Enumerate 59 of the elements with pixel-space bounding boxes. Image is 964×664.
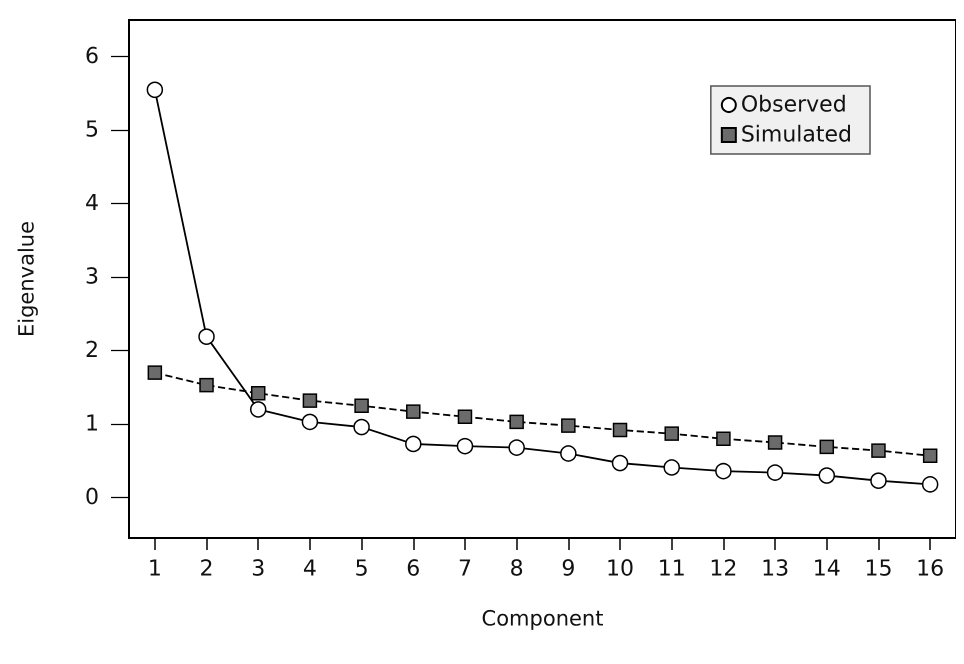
x-tick-label: 7 bbox=[458, 556, 472, 582]
x-tick-label: 4 bbox=[302, 556, 317, 582]
point bbox=[818, 467, 836, 484]
x-tick-label: 8 bbox=[510, 556, 524, 582]
point bbox=[405, 436, 422, 452]
point bbox=[146, 82, 164, 98]
point bbox=[820, 440, 834, 454]
point bbox=[456, 438, 474, 454]
legend-label: Observed bbox=[740, 92, 847, 118]
point bbox=[148, 365, 162, 380]
y-tick-label: 1 bbox=[85, 412, 99, 437]
x-axis-title: Component bbox=[482, 606, 604, 630]
point bbox=[664, 426, 679, 441]
point bbox=[458, 410, 472, 424]
point bbox=[922, 448, 938, 463]
point bbox=[199, 378, 214, 392]
point bbox=[353, 418, 370, 436]
point bbox=[508, 439, 525, 456]
x-tick-label: 5 bbox=[354, 556, 369, 582]
point bbox=[715, 462, 732, 480]
x-tick-label: 2 bbox=[200, 556, 214, 582]
y-tick-label: 4 bbox=[85, 191, 99, 216]
point bbox=[302, 393, 318, 408]
point bbox=[663, 459, 680, 476]
point bbox=[354, 398, 369, 413]
point bbox=[612, 422, 628, 438]
point bbox=[198, 328, 215, 345]
y-tick-label: 2 bbox=[85, 338, 99, 364]
y-tick-label: 6 bbox=[85, 44, 99, 70]
point bbox=[250, 386, 266, 401]
point bbox=[716, 432, 731, 446]
point bbox=[250, 401, 266, 418]
point bbox=[768, 435, 782, 450]
x-tick-label: 12 bbox=[709, 556, 738, 582]
point bbox=[870, 472, 887, 489]
y-tick-label: 0 bbox=[85, 485, 99, 510]
point bbox=[560, 445, 577, 462]
x-tick-label: 14 bbox=[812, 556, 841, 582]
x-tick-label: 3 bbox=[251, 556, 266, 582]
point bbox=[612, 454, 628, 472]
x-tick-label: 15 bbox=[864, 556, 892, 582]
point bbox=[509, 414, 524, 430]
x-tick-label: 9 bbox=[561, 556, 576, 582]
x-tick-label: 13 bbox=[761, 556, 790, 582]
y-tick-label: 3 bbox=[85, 264, 99, 290]
x-tick-label: 10 bbox=[606, 556, 634, 582]
x-tick-label: 6 bbox=[406, 556, 420, 582]
x-tick-label: 16 bbox=[916, 556, 944, 582]
legend-label: Simulated bbox=[740, 122, 852, 148]
y-tick-label: 5 bbox=[85, 118, 99, 143]
point bbox=[406, 404, 421, 419]
x-tick-label: 1 bbox=[148, 556, 162, 582]
point bbox=[302, 414, 318, 430]
y-axis-title: Eigenvalue bbox=[14, 220, 38, 338]
point bbox=[871, 443, 886, 458]
x-tick-label: 11 bbox=[658, 556, 686, 582]
point bbox=[561, 418, 576, 433]
point bbox=[766, 464, 784, 481]
point bbox=[922, 476, 938, 493]
